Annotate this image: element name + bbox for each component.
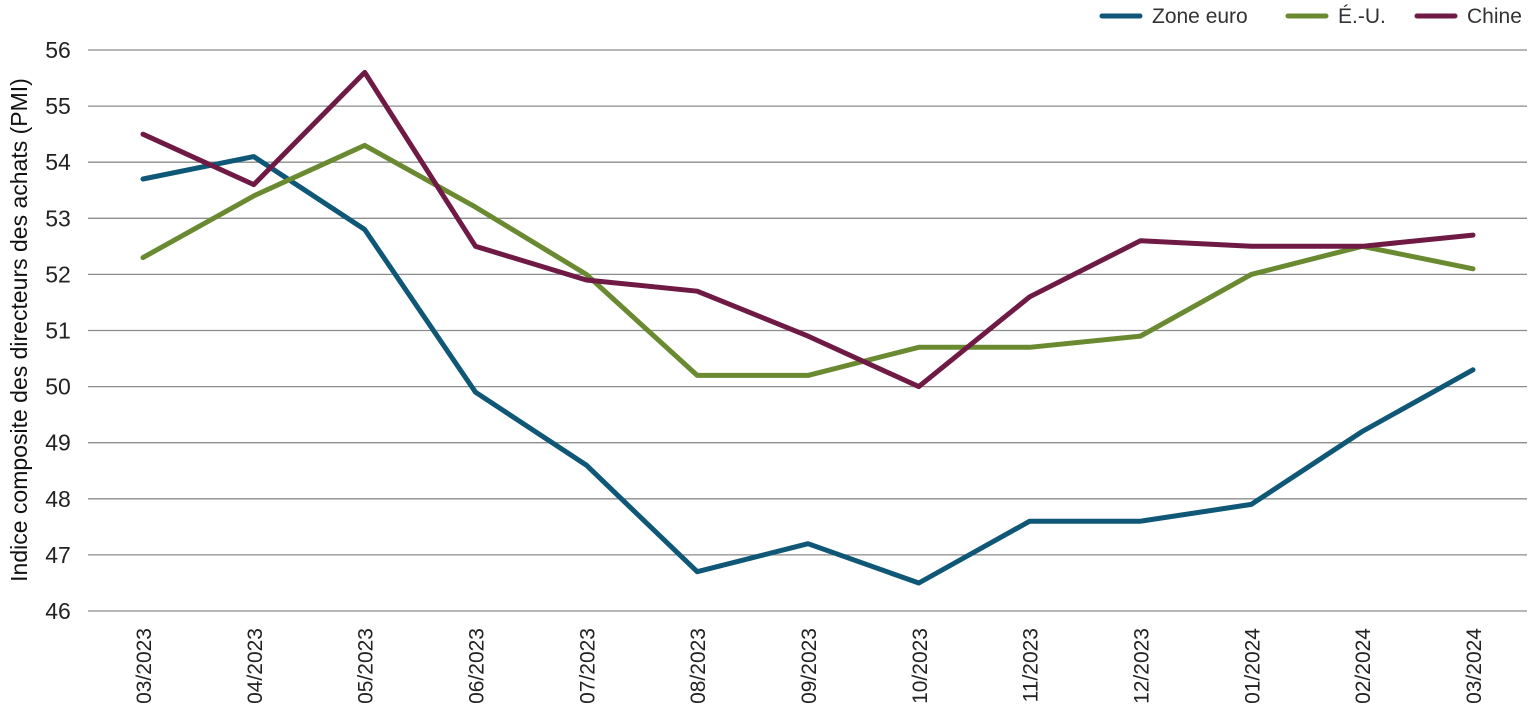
y-tick-label: 55 (45, 93, 71, 119)
y-tick-label: 52 (45, 261, 71, 287)
y-tick-label: 47 (45, 542, 71, 568)
grid (88, 49, 1527, 612)
y-tick-label: 46 (45, 598, 71, 624)
x-tick-label: 01/2024 (1241, 628, 1264, 704)
x-tick-label: 02/2024 (1352, 628, 1375, 704)
series-lines (140, 69, 1476, 586)
series-line-1 (140, 142, 1476, 378)
x-tick-label: 11/2023 (1020, 628, 1043, 702)
y-tick-label: 53 (45, 205, 71, 231)
y-axis-label: Indice composite des directeurs des acha… (6, 78, 32, 582)
x-tick-label: 12/2023 (1131, 628, 1154, 704)
series-line-2 (140, 69, 1476, 390)
y-tick-label: 51 (45, 318, 71, 344)
x-tick-label: 03/2024 (1463, 628, 1486, 704)
y-tick-label: 48 (45, 486, 71, 512)
x-tick-label: 05/2023 (355, 628, 378, 704)
y-axis-ticks: 46 47 48 49 50 51 52 53 54 55 56 (45, 37, 71, 624)
x-tick-label: 06/2023 (466, 628, 489, 704)
legend-label: É.-U. (1338, 5, 1386, 28)
x-tick-label: 08/2023 (687, 628, 710, 704)
y-tick-label: 56 (45, 37, 71, 63)
x-tick-label: 03/2023 (133, 628, 156, 704)
legend: Zone euro É.-U. Chine (1099, 5, 1522, 28)
y-tick-label: 50 (45, 374, 71, 400)
x-axis-ticks: 03/2023 04/2023 05/2023 06/2023 07/2023 08/20… (133, 628, 1486, 704)
legend-label: Chine (1467, 5, 1522, 28)
x-tick-label: 04/2023 (244, 628, 267, 704)
series-line-0 (140, 154, 1476, 586)
legend-label: Zone euro (1152, 5, 1248, 28)
y-tick-label: 49 (45, 430, 71, 456)
x-tick-label: 10/2023 (909, 628, 932, 704)
x-tick-label: 07/2023 (576, 628, 599, 704)
y-tick-label: 54 (45, 149, 71, 175)
x-tick-label: 09/2023 (798, 628, 821, 704)
